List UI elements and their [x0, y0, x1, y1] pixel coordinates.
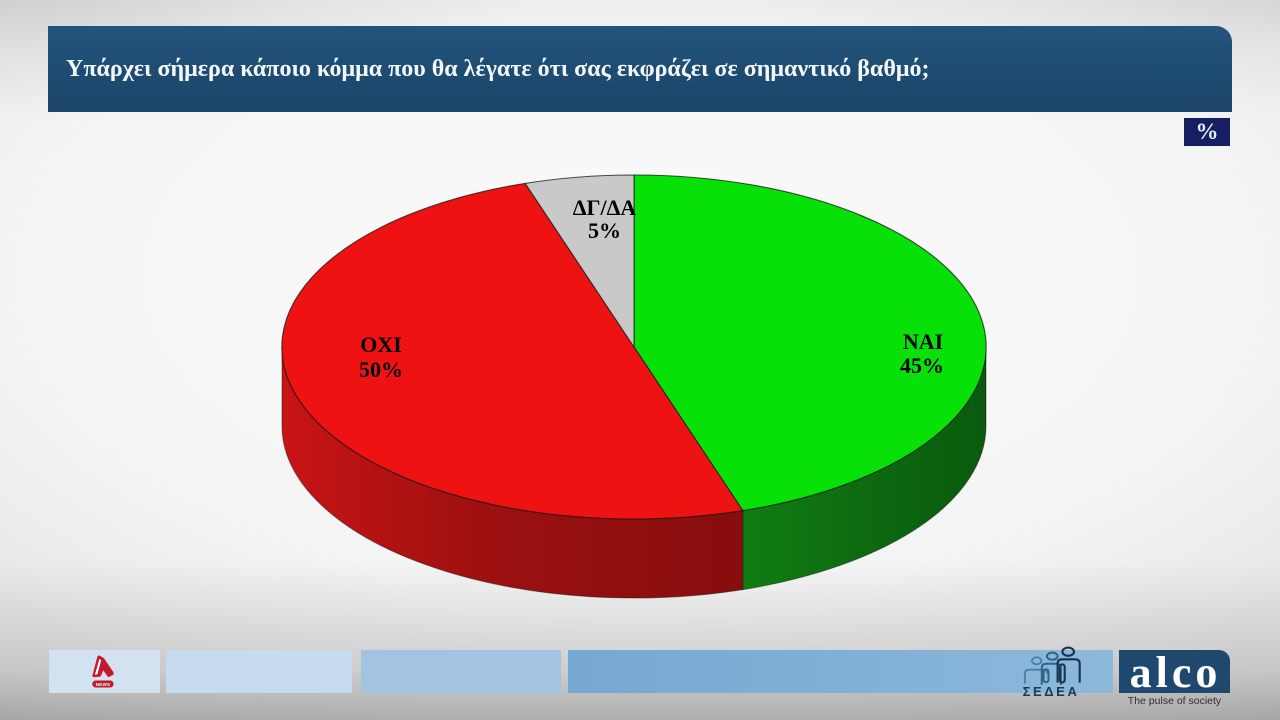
svg-text:5%: 5% [588, 218, 621, 243]
svg-text:50%: 50% [359, 357, 403, 382]
svg-text:ΟΧΙ: ΟΧΙ [360, 332, 402, 357]
svg-text:ΔΓ/ΔΑ: ΔΓ/ΔΑ [573, 195, 637, 220]
svg-text:ΝΑΙ: ΝΑΙ [903, 329, 943, 354]
svg-text:45%: 45% [900, 353, 944, 378]
svg-text:NEWS: NEWS [96, 682, 111, 687]
